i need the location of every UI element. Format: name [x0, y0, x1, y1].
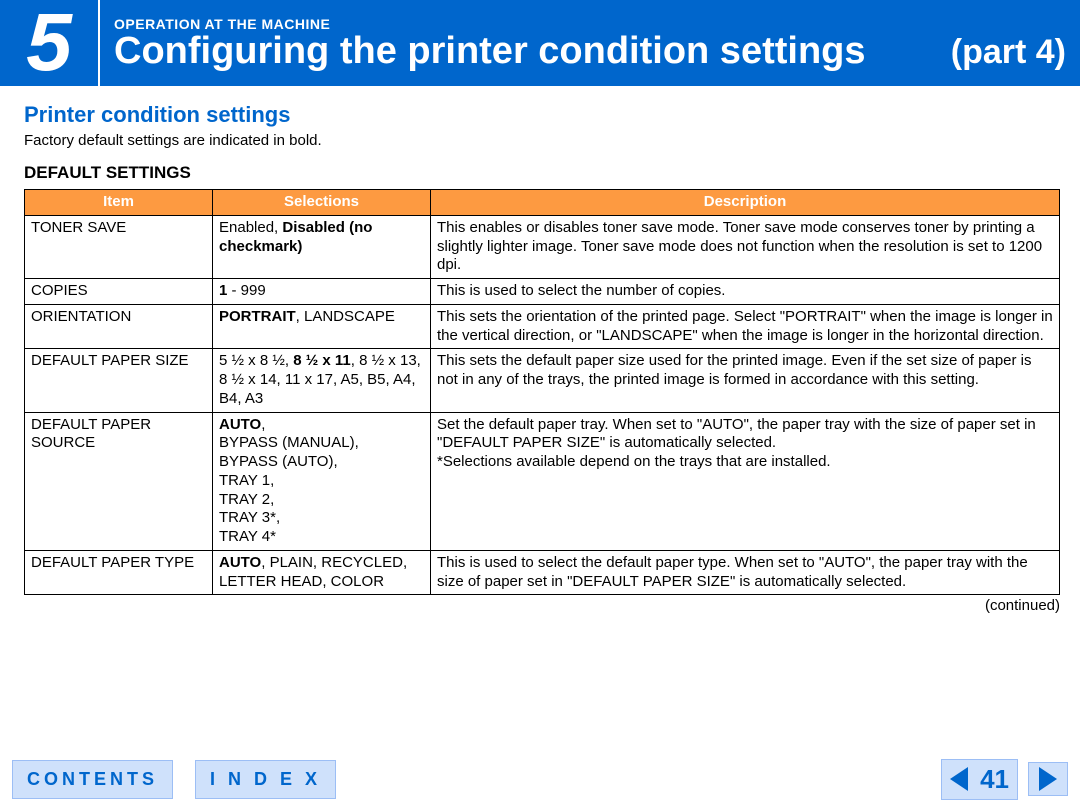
table-row: ORIENTATIONPORTRAIT, LANDSCAPEThis sets …	[25, 304, 1060, 349]
prev-page-icon[interactable]	[950, 767, 968, 791]
contents-button[interactable]: CONTENTS	[12, 760, 173, 799]
cell-item: TONER SAVE	[25, 215, 213, 278]
footer-nav: CONTENTS I N D E X 41	[0, 757, 1080, 801]
cell-selections: 1 - 999	[213, 279, 431, 305]
cell-description: Set the default paper tray. When set to …	[431, 412, 1060, 550]
cell-item: DEFAULT PAPER TYPE	[25, 550, 213, 595]
table-row: DEFAULT PAPER SOURCEAUTO,BYPASS (MANUAL)…	[25, 412, 1060, 550]
cell-item: DEFAULT PAPER SIZE	[25, 349, 213, 412]
part-label: (part 4)	[951, 35, 1066, 71]
cell-selections: 5 ½ x 8 ½, 8 ½ x 11, 8 ½ x 13, 8 ½ x 14,…	[213, 349, 431, 412]
table-row: DEFAULT PAPER TYPEAUTO, PLAIN, RECYCLED,…	[25, 550, 1060, 595]
col-header-selections: Selections	[213, 190, 431, 216]
chapter-number: 5	[0, 0, 100, 86]
cell-description: This is used to select the number of cop…	[431, 279, 1060, 305]
page-number: 41	[980, 764, 1009, 795]
col-header-description: Description	[431, 190, 1060, 216]
cell-item: DEFAULT PAPER SOURCE	[25, 412, 213, 550]
page-header: 5 OPERATION AT THE MACHINE Configuring t…	[0, 0, 1080, 86]
next-page-icon	[1039, 767, 1057, 791]
content-area: Printer condition settings Factory defau…	[0, 86, 1080, 595]
cell-item: COPIES	[25, 279, 213, 305]
table-row: DEFAULT PAPER SIZE5 ½ x 8 ½, 8 ½ x 11, 8…	[25, 349, 1060, 412]
cell-selections: AUTO,BYPASS (MANUAL),BYPASS (AUTO),TRAY …	[213, 412, 431, 550]
cell-description: This enables or disables toner save mode…	[431, 215, 1060, 278]
cell-selections: AUTO, PLAIN, RECYCLED, LETTER HEAD, COLO…	[213, 550, 431, 595]
section-heading: Printer condition settings	[24, 102, 1060, 128]
page-indicator: 41	[941, 759, 1018, 800]
col-header-item: Item	[25, 190, 213, 216]
next-page-button[interactable]	[1028, 762, 1068, 796]
cell-description: This is used to select the default paper…	[431, 550, 1060, 595]
main-title-row: Configuring the printer condition settin…	[114, 32, 1066, 72]
index-button[interactable]: I N D E X	[195, 760, 336, 799]
page-title: Configuring the printer condition settin…	[114, 32, 866, 72]
continued-label: (continued)	[0, 595, 1080, 614]
intro-text: Factory default settings are indicated i…	[24, 132, 1060, 149]
cell-description: This sets the default paper size used fo…	[431, 349, 1060, 412]
cell-selections: PORTRAIT, LANDSCAPE	[213, 304, 431, 349]
cell-item: ORIENTATION	[25, 304, 213, 349]
table-row: COPIES1 - 999This is used to select the …	[25, 279, 1060, 305]
table-row: TONER SAVEEnabled, Disabled (no checkmar…	[25, 215, 1060, 278]
settings-table: Item Selections Description TONER SAVEEn…	[24, 189, 1060, 595]
cell-description: This sets the orientation of the printed…	[431, 304, 1060, 349]
subsection-heading: DEFAULT SETTINGS	[24, 163, 1060, 183]
title-box: OPERATION AT THE MACHINE Configuring the…	[100, 0, 1080, 86]
cell-selections: Enabled, Disabled (no checkmark)	[213, 215, 431, 278]
table-header-row: Item Selections Description	[25, 190, 1060, 216]
